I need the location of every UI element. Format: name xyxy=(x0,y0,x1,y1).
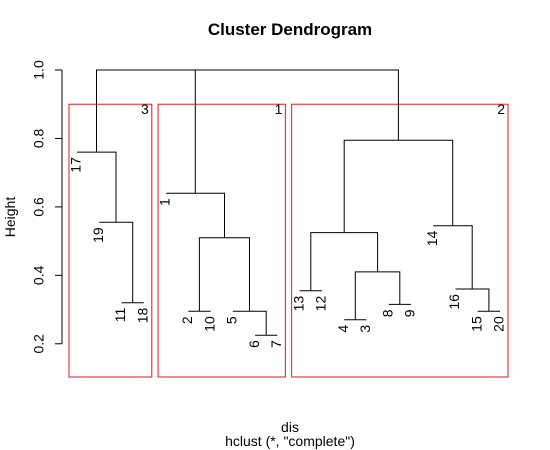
leaf-label: 13 xyxy=(290,296,306,312)
leaf-label: 16 xyxy=(446,294,462,310)
leaf-label: 2 xyxy=(179,316,195,324)
leaf-label: 18 xyxy=(134,308,150,324)
leaf-label: 8 xyxy=(379,309,395,317)
leaf-label: 12 xyxy=(313,296,329,312)
dendrogram-branch xyxy=(455,288,490,312)
leaf-label: 14 xyxy=(424,231,440,247)
dendrogram-branch xyxy=(310,232,379,291)
leaf-label: 19 xyxy=(90,227,106,243)
y-tick-label: 0.8 xyxy=(31,129,47,149)
cluster-rect xyxy=(291,103,509,378)
dendrogram-branches xyxy=(77,69,500,336)
cluster-label: 3 xyxy=(141,101,149,117)
cluster-rect xyxy=(68,103,153,378)
dendrogram-branch xyxy=(232,310,267,336)
cluster-label: 1 xyxy=(275,101,283,117)
dendrogram-branch xyxy=(433,225,473,289)
cluster-label: 2 xyxy=(497,101,505,117)
dendrogram-branch xyxy=(198,237,250,312)
y-tick-label: 0.4 xyxy=(31,265,47,285)
y-tick-label: 0.6 xyxy=(31,197,47,217)
leaf-label: 1 xyxy=(157,198,173,206)
chart-title: Cluster Dendrogram xyxy=(208,20,372,39)
leaf-label: 20 xyxy=(491,316,507,332)
y-tick-label: 1.0 xyxy=(31,60,47,80)
dendrogram-branch xyxy=(166,192,225,238)
leaf-label: 7 xyxy=(268,340,284,348)
leaf-label: 6 xyxy=(246,340,262,348)
leaf-label: 10 xyxy=(201,316,217,332)
dendrogram-branch xyxy=(194,69,399,194)
y-axis: 0.2 0.4 0.6 0.8 1.0 xyxy=(31,60,63,354)
cluster-rect xyxy=(157,103,286,378)
leaf-label: 9 xyxy=(402,309,418,317)
leaf-label: 4 xyxy=(335,325,351,333)
x-axis-sublabel: hclust (*, "complete") xyxy=(225,433,355,449)
y-axis-label: Height xyxy=(2,197,18,238)
leaf-label: 17 xyxy=(68,157,84,173)
dendrogram-branch xyxy=(99,221,134,303)
leaf-label: 3 xyxy=(357,325,373,333)
leaf-label: 15 xyxy=(468,316,484,332)
x-axis-label: dis xyxy=(281,419,299,435)
dendrogram-branch xyxy=(96,69,297,153)
dendrogram-branch xyxy=(343,139,454,233)
dendrogram-branch xyxy=(77,151,117,223)
y-tick-label: 0.2 xyxy=(31,334,47,354)
leaf-label: 5 xyxy=(224,316,240,324)
leaf-label: 11 xyxy=(112,308,128,323)
